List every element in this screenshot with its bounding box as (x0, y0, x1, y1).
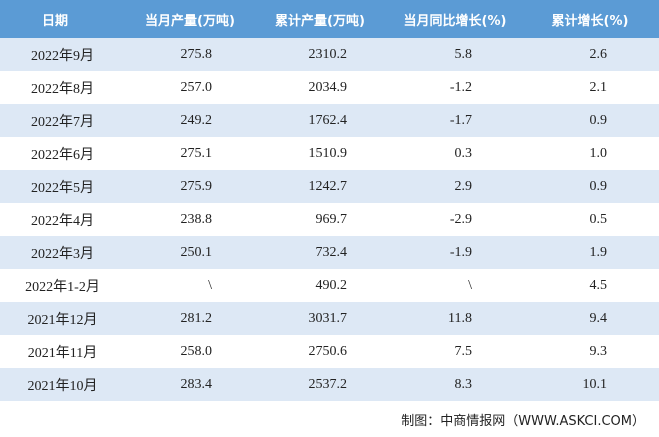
table-cell: 250.1 (180, 244, 213, 260)
table-row: 2022年3月 250.1 732.4 -1.9 1.9 (0, 236, 659, 269)
table-cell: 969.7 (315, 211, 348, 227)
table-row: 2021年10月 283.4 2537.2 8.3 10.1 (0, 368, 659, 401)
header-row: 日期 当月产量(万吨) 累计产量(万吨) 当月同比增长(%) 累计增长(%) (0, 0, 659, 38)
table-cell: 2021年11月 (27, 345, 98, 361)
table-cell: 2.6 (589, 46, 608, 62)
table-row: 2022年1-2月 \ 490.2 \ 4.5 (0, 269, 659, 302)
table-row: 2022年8月 257.0 2034.9 -1.2 2.1 (0, 71, 659, 104)
table-cell: 2022年5月 (31, 180, 94, 196)
table-cell: 0.3 (454, 145, 473, 161)
table-cell: 490.2 (315, 277, 348, 293)
table-cell: 2022年7月 (31, 114, 94, 130)
table-cell: 5.8 (454, 46, 473, 62)
table-cell: 281.2 (180, 310, 213, 326)
table-cell: 2022年3月 (31, 246, 94, 262)
table-cell: 2034.9 (308, 79, 348, 95)
table-cell: 1762.4 (308, 112, 348, 128)
table-cell: 1.0 (589, 145, 608, 161)
table-cell: -1.2 (449, 79, 472, 95)
table-cell: 2.9 (454, 178, 473, 194)
header-cell: 当月产量(万吨) (145, 13, 235, 29)
table-cell: 0.9 (589, 178, 608, 194)
table-cell: -1.9 (449, 244, 472, 260)
table-cell: 0.5 (589, 211, 608, 227)
table-cell: 275.1 (180, 145, 213, 161)
table-row: 2021年12月 281.2 3031.7 11.8 9.4 (0, 302, 659, 335)
table-cell: \ (468, 277, 472, 293)
table-cell: 238.8 (180, 211, 213, 227)
table-cell: 4.5 (589, 277, 608, 293)
table-cell: 2022年6月 (31, 147, 94, 163)
table-cell: 9.3 (589, 343, 608, 359)
table-cell: 10.1 (582, 376, 608, 392)
table-row: 2022年6月 275.1 1510.9 0.3 1.0 (0, 137, 659, 170)
table-cell: 2.1 (589, 79, 608, 95)
table-row: 2022年4月 238.8 969.7 -2.9 0.5 (0, 203, 659, 236)
table-cell: 275.8 (180, 46, 213, 62)
table-cell: 2310.2 (308, 46, 348, 62)
table-cell: -1.7 (449, 112, 472, 128)
table-cell: 283.4 (180, 376, 213, 392)
header-cell: 累计增长(%) (551, 13, 629, 29)
header-cell: 累计产量(万吨) (275, 13, 365, 29)
table-cell: 7.5 (454, 343, 473, 359)
table-cell: 1.9 (589, 244, 608, 260)
table-row: 2022年9月 275.8 2310.2 5.8 2.6 (0, 38, 659, 71)
table-cell: 11.8 (448, 310, 472, 326)
table-cell: 2022年1-2月 (25, 279, 100, 295)
table-cell: 257.0 (180, 79, 213, 95)
table-cell: 2021年12月 (27, 312, 98, 328)
table-cell: 2022年4月 (31, 213, 94, 229)
table-cell: 0.9 (589, 112, 608, 128)
table-row: 2022年7月 249.2 1762.4 -1.7 0.9 (0, 104, 659, 137)
table-cell: 8.3 (454, 376, 473, 392)
table-cell: 1510.9 (308, 145, 348, 161)
header-cell: 当月同比增长(%) (403, 13, 507, 29)
table-cell: 2021年10月 (27, 378, 98, 394)
table-cell: \ (208, 277, 212, 293)
table-cell: 2537.2 (308, 376, 348, 392)
table-cell: 732.4 (315, 244, 348, 260)
footer-note: 制图：中商情报网（WWW.ASKCI.COM） (401, 414, 645, 429)
table-cell: 2022年8月 (31, 81, 94, 97)
table-cell: 275.9 (180, 178, 213, 194)
table-cell: 249.2 (180, 112, 213, 128)
table-cell: 258.0 (180, 343, 213, 359)
header-cell: 日期 (41, 13, 68, 29)
table-cell: 9.4 (589, 310, 608, 326)
table-cell: 1242.7 (308, 178, 348, 194)
table-row: 2021年11月 258.0 2750.6 7.5 9.3 (0, 335, 659, 368)
table-cell: 2750.6 (308, 343, 348, 359)
table-row: 2022年5月 275.9 1242.7 2.9 0.9 (0, 170, 659, 203)
table-cell: 2022年9月 (31, 48, 94, 64)
table-cell: 3031.7 (308, 310, 348, 326)
table-cell: -2.9 (449, 211, 472, 227)
